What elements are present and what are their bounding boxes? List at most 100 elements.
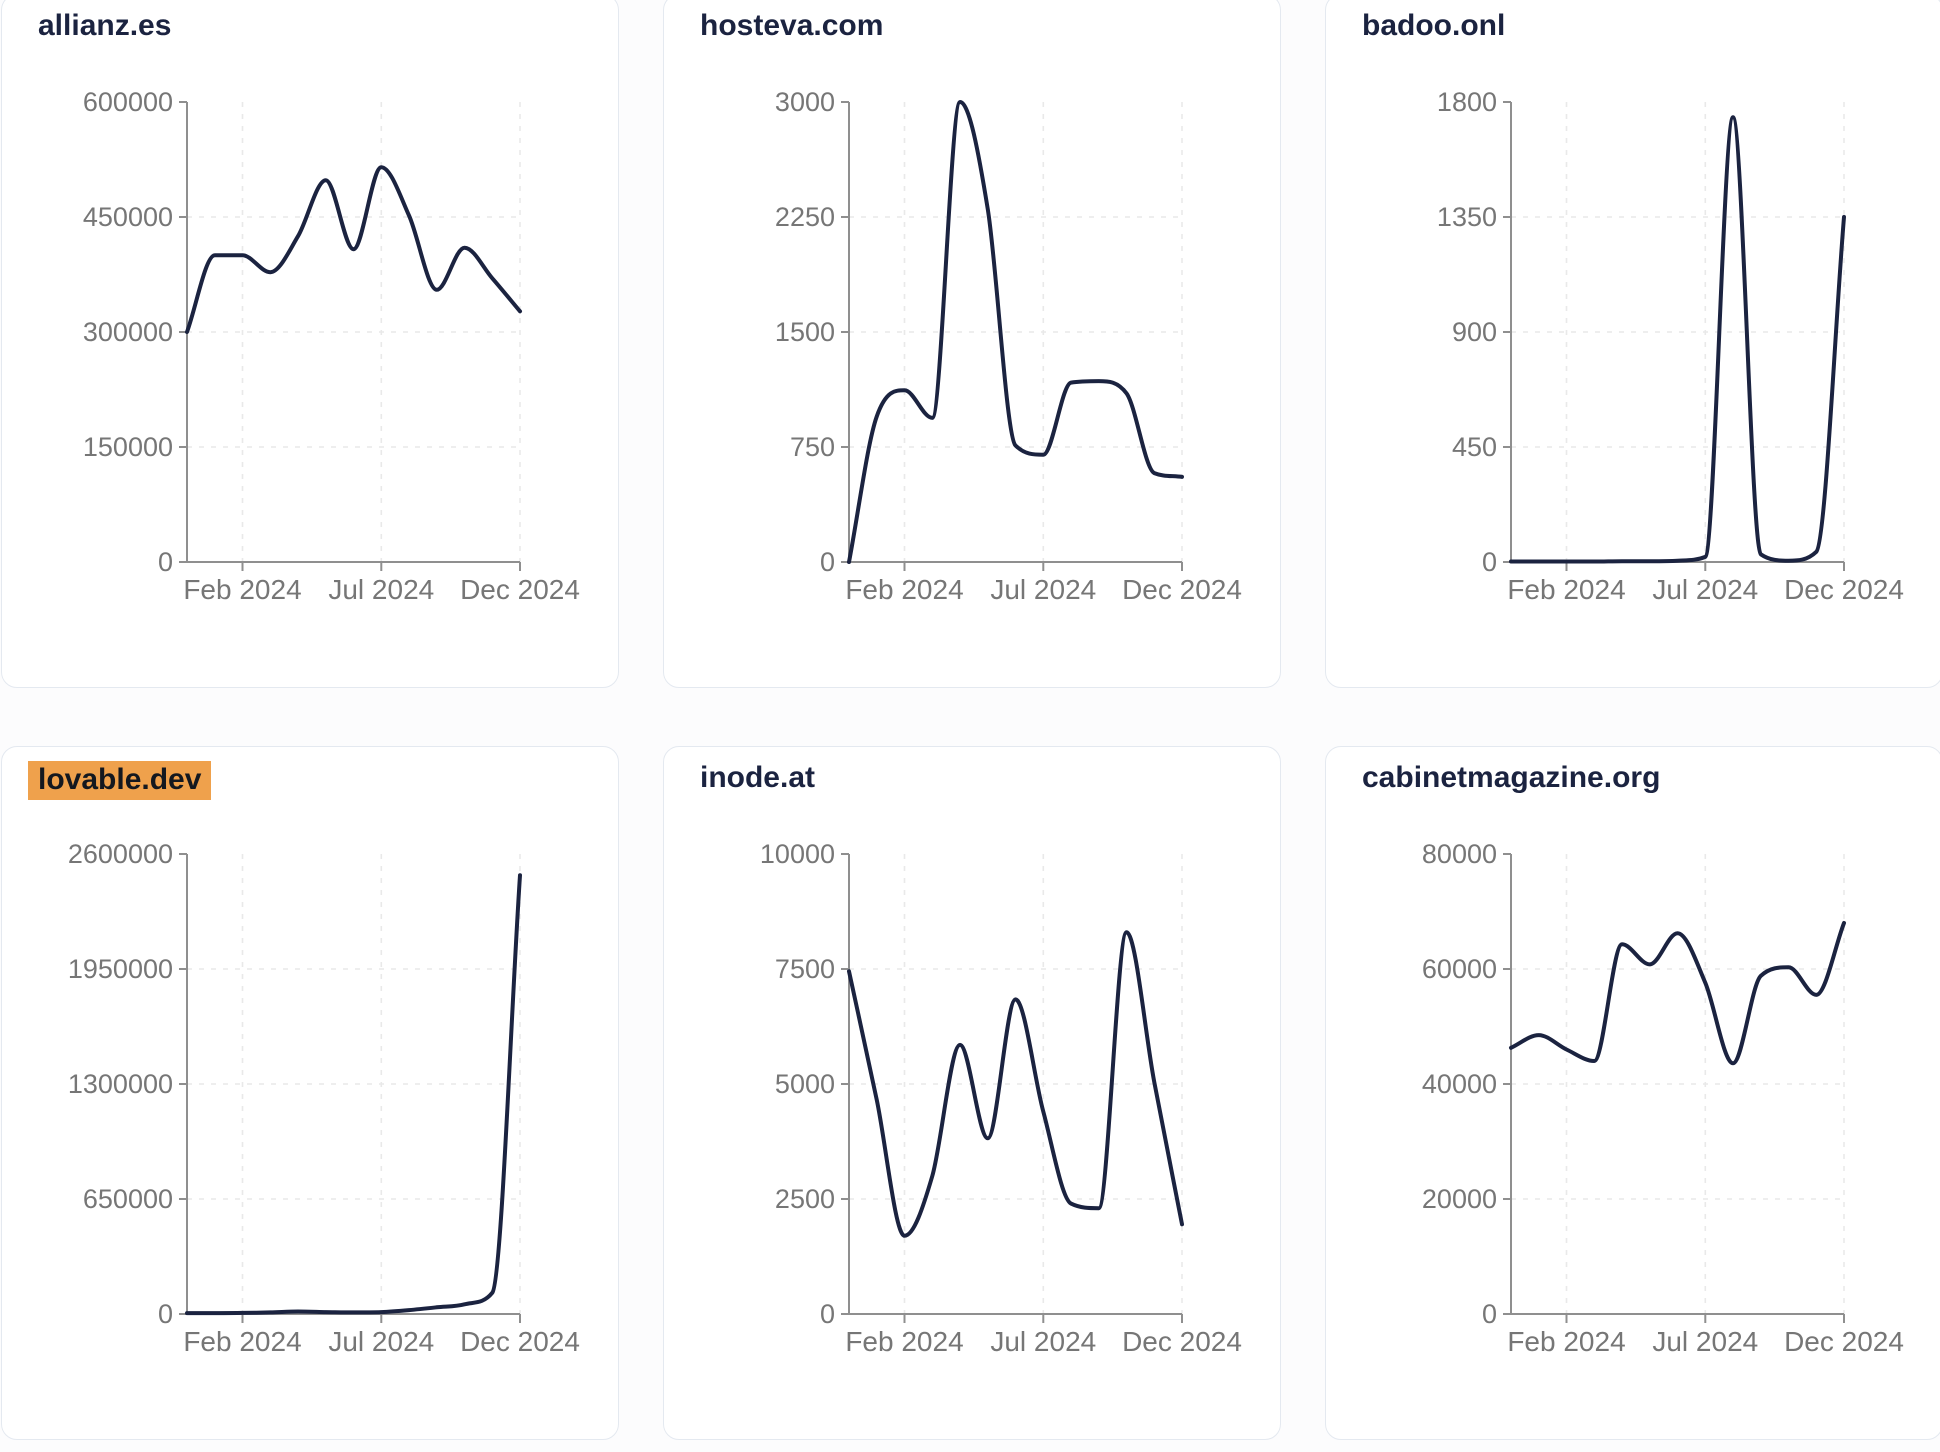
chart-title-text: hosteva.com [700, 9, 884, 42]
chart-card: allianz.es 0 150000 300000 450000 600000 Feb … [1, 0, 619, 688]
chart-title-text: allianz.es [38, 9, 172, 42]
svg-text:Dec 2024: Dec 2024 [1122, 574, 1242, 605]
gridlines [849, 102, 1183, 562]
gridlines [187, 854, 521, 1314]
svg-text:2500: 2500 [775, 1184, 835, 1214]
axes [841, 853, 1183, 1323]
series-line [847, 100, 1184, 564]
x-tick-labels: Feb 2024 Jul 2024 Dec 2024 [183, 1326, 580, 1357]
chart-title[interactable]: hosteva.com [700, 9, 883, 43]
series-line [1509, 921, 1846, 1066]
chart-title[interactable]: allianz.es [38, 9, 171, 43]
svg-text:Feb 2024: Feb 2024 [845, 1326, 963, 1357]
chart-card: badoo.onl 0 450 900 1350 1800 Feb 2024 Jul 202… [1325, 0, 1940, 688]
svg-text:0: 0 [820, 547, 835, 577]
series-line [847, 930, 1184, 1238]
axes [841, 101, 1183, 571]
line-chart: 0 2500 5000 7500 10000 Feb 2024 Jul 2024 Dec 20… [760, 839, 1242, 1357]
svg-text:2250: 2250 [775, 202, 835, 232]
svg-text:450000: 450000 [83, 202, 173, 232]
chart-title[interactable]: inode.at [700, 761, 815, 795]
svg-text:650000: 650000 [83, 1184, 173, 1214]
chart-card: cabinetmagazine.org 0 20000 40000 60000 8000… [1325, 746, 1940, 1440]
chart-title-text: lovable.dev [28, 761, 212, 800]
svg-text:750: 750 [790, 432, 835, 462]
svg-text:Dec 2024: Dec 2024 [460, 574, 580, 605]
svg-text:300000: 300000 [83, 317, 173, 347]
svg-text:0: 0 [820, 1299, 835, 1329]
y-tick-labels: 0 650000 1300000 1950000 2600000 [68, 839, 173, 1329]
svg-text:Feb 2024: Feb 2024 [845, 574, 963, 605]
svg-text:1350: 1350 [1437, 202, 1497, 232]
svg-text:Feb 2024: Feb 2024 [183, 574, 301, 605]
svg-text:450: 450 [1452, 432, 1497, 462]
line-chart: 0 750 1500 2250 3000 Feb 2024 Jul 2024 Dec 2024 [775, 87, 1242, 605]
y-tick-labels: 0 750 1500 2250 3000 [775, 87, 835, 577]
svg-text:Dec 2024: Dec 2024 [1122, 1326, 1242, 1357]
svg-text:Jul 2024: Jul 2024 [990, 1326, 1096, 1357]
svg-text:60000: 60000 [1422, 954, 1497, 984]
svg-text:0: 0 [1482, 547, 1497, 577]
svg-text:20000: 20000 [1422, 1184, 1497, 1214]
svg-text:1950000: 1950000 [68, 954, 173, 984]
gridlines [1511, 102, 1845, 562]
svg-text:Feb 2024: Feb 2024 [1507, 1326, 1625, 1357]
x-tick-labels: Feb 2024 Jul 2024 Dec 2024 [1507, 1326, 1904, 1357]
y-tick-labels: 0 150000 300000 450000 600000 [83, 87, 173, 577]
axes [179, 101, 521, 571]
series-line [1509, 115, 1846, 564]
x-tick-labels: Feb 2024 Jul 2024 Dec 2024 [845, 1326, 1242, 1357]
chart-card: inode.at 0 2500 5000 7500 10000 Feb 2024 Jul 2… [663, 746, 1281, 1440]
x-tick-labels: Feb 2024 Jul 2024 Dec 2024 [845, 574, 1242, 605]
svg-text:0: 0 [158, 547, 173, 577]
svg-text:Jul 2024: Jul 2024 [328, 1326, 434, 1357]
svg-text:0: 0 [158, 1299, 173, 1329]
y-tick-labels: 0 20000 40000 60000 80000 [1422, 839, 1497, 1329]
chart-card: hosteva.com 0 750 1500 2250 3000 Feb 2024 Jul … [663, 0, 1281, 688]
svg-text:Dec 2024: Dec 2024 [1784, 574, 1904, 605]
svg-text:1300000: 1300000 [68, 1069, 173, 1099]
line-chart: 0 650000 1300000 1950000 2600000 Feb 2024 Jul … [68, 839, 580, 1357]
svg-text:0: 0 [1482, 1299, 1497, 1329]
svg-text:Jul 2024: Jul 2024 [328, 574, 434, 605]
svg-text:Feb 2024: Feb 2024 [183, 1326, 301, 1357]
x-tick-labels: Feb 2024 Jul 2024 Dec 2024 [183, 574, 580, 605]
gridlines [1511, 854, 1845, 1314]
chart-title-text: inode.at [700, 761, 816, 794]
svg-text:Jul 2024: Jul 2024 [1652, 1326, 1758, 1357]
chart-title[interactable]: badoo.onl [1362, 9, 1505, 43]
svg-text:Feb 2024: Feb 2024 [1507, 574, 1625, 605]
gridlines [187, 102, 521, 562]
svg-text:Jul 2024: Jul 2024 [1652, 574, 1758, 605]
chart-title[interactable]: lovable.dev [28, 761, 212, 800]
axes [1503, 853, 1845, 1323]
svg-text:150000: 150000 [83, 432, 173, 462]
chart-title-text: cabinetmagazine.org [1362, 761, 1661, 794]
chart-title[interactable]: cabinetmagazine.org [1362, 761, 1660, 795]
chart-title-text: badoo.onl [1362, 9, 1506, 42]
svg-text:7500: 7500 [775, 954, 835, 984]
svg-text:10000: 10000 [760, 839, 835, 869]
svg-text:600000: 600000 [83, 87, 173, 117]
svg-text:900: 900 [1452, 317, 1497, 347]
svg-text:3000: 3000 [775, 87, 835, 117]
line-chart: 0 450 900 1350 1800 Feb 2024 Jul 2024 Dec 2024 [1437, 87, 1904, 605]
svg-text:Dec 2024: Dec 2024 [1784, 1326, 1904, 1357]
svg-text:1800: 1800 [1437, 87, 1497, 117]
y-tick-labels: 0 450 900 1350 1800 [1437, 87, 1497, 577]
line-chart: 0 20000 40000 60000 80000 Feb 2024 Jul 2024 Dec… [1422, 839, 1904, 1357]
x-tick-labels: Feb 2024 Jul 2024 Dec 2024 [1507, 574, 1904, 605]
axes [1503, 101, 1845, 571]
series-line [185, 873, 522, 1316]
line-chart: 0 150000 300000 450000 600000 Feb 2024 Jul 202… [83, 87, 580, 605]
svg-text:Dec 2024: Dec 2024 [460, 1326, 580, 1357]
svg-text:5000: 5000 [775, 1069, 835, 1099]
svg-text:2600000: 2600000 [68, 839, 173, 869]
axes [179, 853, 521, 1323]
svg-text:1500: 1500 [775, 317, 835, 347]
svg-text:80000: 80000 [1422, 839, 1497, 869]
y-tick-labels: 0 2500 5000 7500 10000 [760, 839, 835, 1329]
chart-card: lovable.dev 0 650000 1300000 1950000 2600000… [1, 746, 619, 1440]
series-line [185, 165, 522, 334]
